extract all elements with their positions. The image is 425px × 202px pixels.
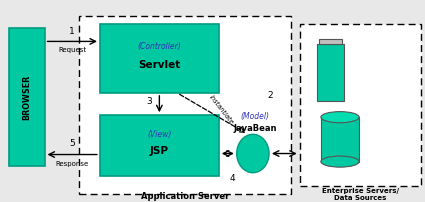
Bar bbox=[317, 44, 344, 101]
Text: Servlet: Servlet bbox=[138, 60, 181, 70]
Bar bbox=[321, 117, 359, 162]
Text: 4: 4 bbox=[230, 174, 235, 183]
Bar bbox=[300, 24, 421, 186]
Text: 2: 2 bbox=[267, 91, 273, 100]
Text: (Controller): (Controller) bbox=[138, 42, 181, 51]
Bar bbox=[319, 39, 342, 44]
Bar bbox=[100, 24, 219, 93]
Text: Request: Request bbox=[58, 46, 86, 53]
Text: instantiate: instantiate bbox=[208, 94, 235, 125]
Text: Application Server: Application Server bbox=[141, 192, 229, 201]
Text: JavaBean: JavaBean bbox=[233, 124, 277, 133]
Ellipse shape bbox=[321, 156, 359, 167]
Text: (Model): (Model) bbox=[241, 112, 269, 121]
Text: 5: 5 bbox=[69, 139, 75, 148]
Ellipse shape bbox=[321, 112, 359, 123]
Text: 1: 1 bbox=[69, 27, 75, 36]
Text: Response: Response bbox=[56, 161, 89, 167]
Ellipse shape bbox=[237, 134, 269, 173]
Text: (View): (View) bbox=[147, 130, 172, 139]
Text: BROWSER: BROWSER bbox=[22, 74, 31, 120]
Text: 3: 3 bbox=[146, 97, 152, 106]
Bar bbox=[100, 115, 219, 176]
Bar bbox=[8, 28, 45, 166]
Bar bbox=[79, 16, 291, 194]
Text: Enterprise Servers/
Data Sources: Enterprise Servers/ Data Sources bbox=[322, 188, 399, 201]
Text: JSP: JSP bbox=[150, 146, 169, 157]
